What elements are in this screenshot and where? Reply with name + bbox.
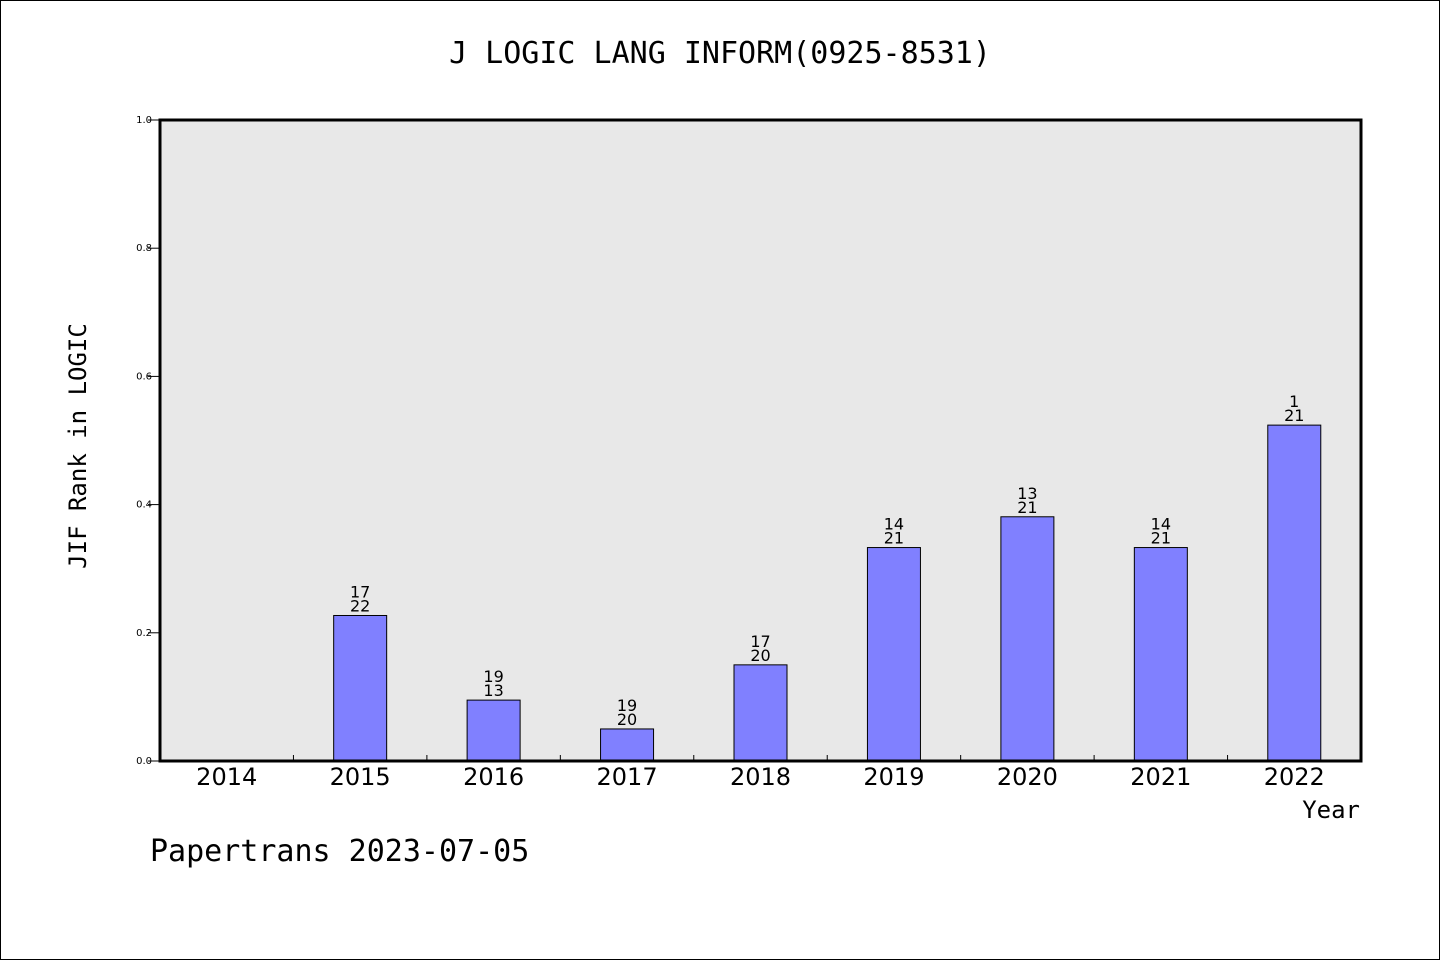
x-tick-label: 2019 xyxy=(863,763,924,791)
bar xyxy=(866,547,921,762)
bars-group xyxy=(333,424,1322,762)
plot-border xyxy=(158,118,1363,763)
y-tick-label: 0.4 xyxy=(136,500,152,511)
bar xyxy=(1267,424,1322,762)
bar xyxy=(466,699,521,762)
bar-label-total: 20 xyxy=(750,646,770,665)
chart-title: J LOGIC LANG INFORM(0925-8531) xyxy=(449,36,991,71)
x-tick-label: 2018 xyxy=(730,763,791,791)
y-tick-label: 0.6 xyxy=(136,371,152,382)
bar-label-total: 21 xyxy=(1284,406,1304,425)
y-tick-label: 0.0 xyxy=(136,756,152,767)
bar-label-rank: 13 xyxy=(1017,484,1037,503)
bar-label-total: 13 xyxy=(483,681,503,700)
footer-watermark: Papertrans 2023-07-05 xyxy=(150,834,530,869)
bar-label-rank: 1 xyxy=(1289,392,1299,411)
y-axis-label: JIF Rank in LOGIC xyxy=(64,323,92,569)
x-tick-label: 2017 xyxy=(597,763,658,791)
x-axis-label: Year xyxy=(1302,796,1360,824)
bar-label-total: 21 xyxy=(1151,529,1171,548)
bar-label-total: 21 xyxy=(1017,498,1037,517)
bar xyxy=(1000,516,1055,762)
bar-label-rank: 17 xyxy=(350,582,370,601)
bar-label-total: 21 xyxy=(884,529,904,548)
bar-label-total: 20 xyxy=(617,710,637,729)
bar-label-rank: 14 xyxy=(884,515,904,534)
bar xyxy=(333,614,388,762)
bar-label-total: 22 xyxy=(350,596,370,615)
y-axis: 0.0 0.2 0.4 0.6 0.8 1.0 xyxy=(136,115,160,767)
x-tick-label: 2020 xyxy=(997,763,1058,791)
bar-label-rank: 19 xyxy=(483,667,503,686)
x-tick-label: 2022 xyxy=(1264,763,1325,791)
x-tick-label: 2021 xyxy=(1130,763,1191,791)
bar-label-rank: 14 xyxy=(1151,515,1171,534)
bar xyxy=(733,664,788,762)
bar xyxy=(600,728,655,762)
y-tick-label: 0.2 xyxy=(136,628,152,639)
x-tick-label: 2016 xyxy=(463,763,524,791)
bar-label-rank: 17 xyxy=(750,632,770,651)
bar xyxy=(1133,547,1188,762)
x-tick-label: 2015 xyxy=(330,763,391,791)
x-tick-label: 2014 xyxy=(196,763,257,791)
y-tick-label: 1.0 xyxy=(136,115,152,126)
x-axis: 2014 2015 2016 2017 2018 2019 2020 2021 2022 xyxy=(196,755,1325,791)
bar-label-rank: 19 xyxy=(617,696,637,715)
y-tick-label: 0.8 xyxy=(136,243,152,254)
